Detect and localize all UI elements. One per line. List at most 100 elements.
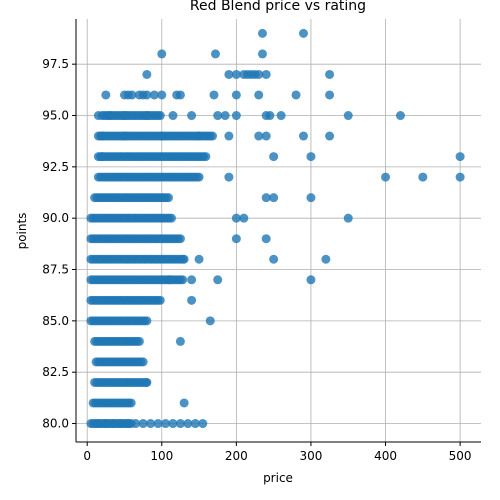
data-point	[155, 295, 165, 305]
data-point	[254, 90, 264, 100]
data-point	[381, 172, 391, 182]
axes	[75, 19, 481, 443]
data-point	[395, 111, 405, 121]
data-point	[116, 419, 126, 429]
data-point	[142, 90, 152, 100]
y-tick-label: 87.5	[42, 263, 69, 277]
data-point	[108, 419, 118, 429]
data-point	[254, 131, 264, 141]
data-point	[220, 111, 230, 121]
data-point	[257, 28, 267, 38]
x-tick-label: 400	[374, 449, 397, 463]
y-axis-label: points	[15, 213, 29, 250]
data-point	[138, 357, 148, 367]
data-point	[231, 234, 241, 244]
data-point	[93, 111, 103, 121]
data-point	[205, 316, 215, 326]
data-point	[213, 111, 223, 121]
data-point	[155, 111, 165, 121]
chart-title: Red Blend price vs rating	[190, 0, 366, 14]
data-point	[306, 275, 316, 285]
data-point	[187, 275, 197, 285]
data-point	[157, 49, 167, 59]
data-point	[261, 193, 271, 203]
data-point	[101, 419, 111, 429]
y-tick-label: 90.0	[42, 211, 69, 225]
data-point	[164, 275, 174, 285]
data-point	[93, 419, 103, 429]
data-point	[224, 131, 234, 141]
data-point	[142, 377, 152, 387]
data-point	[261, 69, 271, 79]
data-point	[455, 152, 465, 162]
data-point	[325, 69, 335, 79]
data-point	[343, 111, 353, 121]
data-point	[276, 111, 286, 121]
x-tick-label: 200	[225, 449, 248, 463]
y-tick-label: 92.5	[42, 160, 69, 174]
data-point	[269, 152, 279, 162]
data-point	[183, 419, 193, 429]
data-point	[261, 131, 271, 141]
data-point	[138, 419, 148, 429]
data-point	[127, 90, 137, 100]
data-point	[306, 193, 316, 203]
data-point	[157, 131, 167, 141]
data-point	[119, 111, 129, 121]
data-point	[175, 90, 185, 100]
y-tick-label: 97.5	[42, 57, 69, 71]
data-point	[298, 28, 308, 38]
data-point	[306, 152, 316, 162]
data-point	[198, 419, 208, 429]
data-point	[224, 69, 234, 79]
data-point	[131, 419, 141, 429]
data-point	[97, 152, 107, 162]
data-point	[175, 419, 185, 429]
x-axis-label: price	[263, 471, 293, 485]
data-point	[101, 90, 111, 100]
y-tick-label: 80.0	[42, 417, 69, 431]
data-point	[231, 111, 241, 121]
y-tick-label: 95.0	[42, 109, 69, 123]
x-tick-label: 300	[299, 449, 322, 463]
data-point	[224, 172, 234, 182]
data-point	[321, 254, 331, 264]
data-point	[201, 152, 211, 162]
data-point	[146, 419, 156, 429]
data-point	[210, 49, 220, 59]
x-tick-label: 100	[150, 449, 173, 463]
data-point	[418, 172, 428, 182]
x-tick-label: 500	[449, 449, 472, 463]
data-point	[325, 90, 335, 100]
data-point	[269, 193, 279, 203]
data-point	[298, 131, 308, 141]
x-tick-label: 0	[83, 449, 91, 463]
data-point	[231, 213, 241, 223]
data-point	[175, 234, 185, 244]
data-point	[142, 316, 152, 326]
data-point	[261, 234, 271, 244]
data-point	[257, 49, 267, 59]
y-ticks: 80.0 82.5 85.0 87.5 90.0 92.5 95.0 97.5	[42, 57, 76, 431]
data-point	[343, 213, 353, 223]
data-point	[149, 90, 159, 100]
data-point	[179, 254, 189, 264]
data-point	[194, 254, 204, 264]
data-point	[161, 419, 171, 429]
data-point	[168, 419, 178, 429]
data-point	[207, 131, 217, 141]
data-point	[231, 69, 241, 79]
data-point	[455, 172, 465, 182]
data-point	[175, 336, 185, 346]
x-ticks: 0 100 200 300 400 500	[83, 442, 472, 463]
data-point	[269, 254, 279, 264]
data-point	[194, 172, 204, 182]
data-point	[142, 69, 152, 79]
data-point	[153, 419, 163, 429]
data-point	[168, 111, 178, 121]
data-point	[187, 295, 197, 305]
data-point	[157, 90, 167, 100]
data-point	[265, 111, 275, 121]
